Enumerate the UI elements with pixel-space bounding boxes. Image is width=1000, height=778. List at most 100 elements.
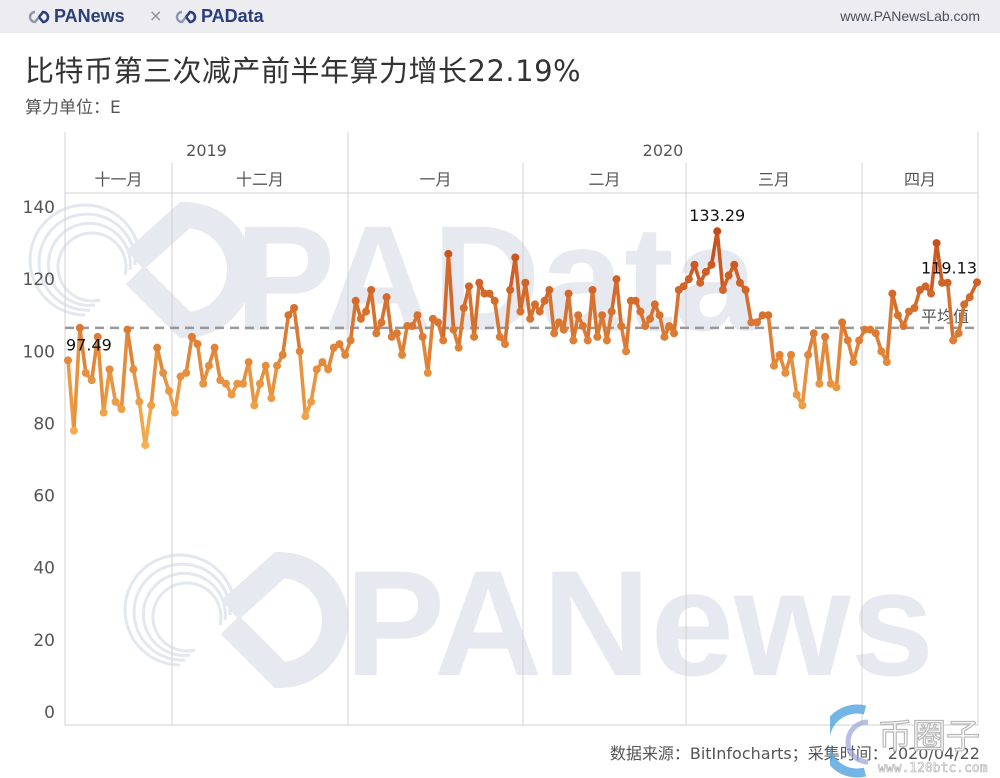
data-point (459, 304, 468, 312)
month-label: 一月 (419, 170, 451, 189)
data-point (921, 282, 930, 291)
data-point (511, 253, 520, 262)
data-point (815, 379, 824, 388)
data-point (506, 285, 515, 294)
corner-watermark-url: www.120btc.com (878, 761, 988, 776)
data-point (367, 285, 376, 294)
data-point (569, 336, 578, 345)
data-point (341, 350, 350, 359)
data-point (775, 350, 784, 359)
data-point (221, 379, 230, 388)
data-point (787, 350, 796, 359)
data-point (855, 336, 864, 345)
month-label: 二月 (588, 170, 620, 189)
data-point (690, 260, 699, 269)
corner-watermark: 币圈子 www.120btc.com (830, 704, 988, 778)
data-point (735, 278, 744, 287)
data-point (665, 322, 674, 331)
data-point (713, 227, 722, 236)
data-point (187, 332, 196, 341)
data-point (593, 332, 602, 341)
data-point (170, 408, 179, 417)
chart-title: 比特币第三次减产前半年算力增长22.19% (25, 54, 582, 88)
brand-panews-label: PANews (54, 6, 125, 26)
data-point (295, 347, 304, 356)
data-point (444, 249, 453, 258)
data-point (423, 368, 432, 377)
month-label: 十一月 (94, 170, 142, 189)
data-point (655, 311, 664, 320)
brand-separator: × (149, 6, 163, 25)
data-point (454, 343, 463, 352)
y-tick-label: 20 (33, 631, 55, 651)
data-point (871, 329, 880, 338)
data-point (485, 289, 494, 298)
data-point (335, 340, 344, 349)
data-point (439, 336, 448, 345)
data-point (199, 379, 208, 388)
data-point (660, 332, 669, 341)
data-point (93, 332, 102, 341)
data-point (641, 322, 650, 331)
data-point (650, 300, 659, 309)
data-point (176, 372, 185, 381)
data-point (943, 278, 952, 287)
data-point (588, 285, 597, 294)
data-point (278, 350, 287, 359)
data-point (792, 390, 801, 399)
data-point (526, 314, 535, 323)
data-point (227, 390, 236, 399)
data-point (631, 296, 640, 305)
data-point (960, 300, 969, 309)
panews-watermark-text: PANews (345, 539, 934, 707)
data-point (318, 358, 327, 367)
data-point (949, 336, 958, 345)
data-point (888, 289, 897, 298)
data-point (346, 336, 355, 345)
date-header-axis: 2019 2020 十一月 十二月 一月 二月 三月 四月 (94, 141, 936, 189)
data-point (764, 311, 773, 320)
data-point (362, 307, 371, 316)
brand-panews: PANews (28, 6, 125, 27)
data-point (267, 394, 276, 403)
data-point (849, 358, 858, 367)
data-point (165, 386, 174, 395)
data-point (250, 401, 259, 410)
data-point (117, 405, 126, 413)
data-point (574, 311, 583, 320)
month-label: 四月 (904, 170, 936, 189)
data-point (804, 350, 813, 359)
data-point (329, 343, 338, 352)
year-label: 2020 (643, 141, 684, 160)
data-point (307, 397, 316, 406)
data-point (413, 311, 422, 320)
y-tick-label: 120 (23, 270, 55, 290)
data-point (707, 260, 716, 269)
data-point (135, 397, 144, 406)
data-point (973, 278, 981, 287)
average-label: 平均值 (921, 307, 969, 326)
data-point (781, 368, 790, 377)
data-point (617, 322, 626, 331)
data-point (434, 318, 443, 327)
data-point (81, 368, 90, 377)
data-point (470, 332, 479, 341)
data-point (602, 336, 611, 345)
hashrate-series (64, 227, 981, 450)
data-point (392, 329, 401, 338)
data-point (559, 325, 568, 334)
data-point (216, 376, 225, 385)
data-point (752, 318, 761, 327)
data-point (622, 347, 631, 356)
site-url[interactable]: www.PANewsLab.com (840, 8, 980, 24)
data-label: 97.49 (66, 335, 112, 354)
data-point (530, 300, 539, 309)
data-point (490, 296, 499, 305)
data-point (535, 307, 544, 316)
data-point (927, 289, 936, 298)
data-point (646, 314, 655, 323)
data-labels: 97.49 133.29 119.13 (66, 206, 977, 354)
data-point (312, 365, 321, 374)
data-point (238, 379, 247, 388)
header-bar: PANews × PAData www.PANewsLab.com (0, 0, 1000, 33)
